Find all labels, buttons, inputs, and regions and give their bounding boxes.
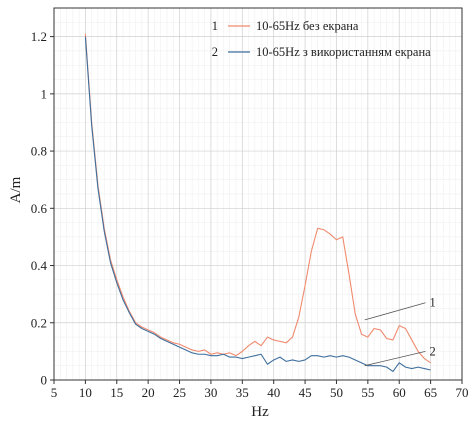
x-tick-label: 65 [424, 385, 437, 400]
series-layer [84, 33, 431, 372]
legend-index: 1 [212, 19, 218, 33]
y-tick-label: 0.8 [31, 144, 47, 159]
legend-entry: 10-65Hz з використанням екрана [256, 45, 431, 59]
grid [53, 7, 463, 381]
x-tick-label: 30 [204, 385, 217, 400]
x-tick-label: 20 [142, 385, 155, 400]
x-tick-label: 55 [361, 385, 374, 400]
x-axis-label: Hz [251, 404, 269, 420]
y-tick-label: 0.6 [31, 201, 48, 216]
x-tick-label: 25 [173, 385, 186, 400]
x-tick-label: 10 [79, 385, 92, 400]
legend-entry: 10-65Hz без екрана [256, 19, 359, 33]
series-line-2 [84, 36, 431, 372]
x-tick-label: 70 [456, 385, 469, 400]
y-tick-label: 0 [41, 373, 48, 388]
y-tick-label: 0.4 [31, 258, 48, 273]
x-tick-label: 35 [236, 385, 249, 400]
callout-line [364, 350, 426, 367]
axes [53, 7, 463, 381]
x-tick-label: 15 [110, 385, 123, 400]
plot-frame [53, 7, 463, 381]
x-tick-label: 40 [267, 385, 280, 400]
y-tick-label: 1.2 [31, 29, 47, 44]
series-line-1 [84, 33, 431, 364]
annotations: 12 [364, 296, 436, 367]
y-tick-label: 0.2 [31, 315, 47, 330]
x-tick-label: 50 [330, 385, 343, 400]
y-tick-label: 1 [41, 86, 48, 101]
legend-index: 2 [212, 45, 218, 59]
y-axis-label: A/m [8, 176, 24, 203]
callout-label: 2 [429, 344, 435, 358]
x-tick-label: 45 [299, 385, 312, 400]
x-tick-label: 60 [393, 385, 406, 400]
ticks: 5 10 15 20 25 30 35 40 45 50 55 60 65 70 0 0.2 0.4 0.6 0.8… [31, 29, 469, 400]
callout-label: 1 [429, 296, 435, 310]
x-tick-label: 5 [51, 385, 58, 400]
legend: 1 10-65Hz без екрана 2 10-65Hz з використан… [212, 19, 431, 59]
callout-line [364, 302, 426, 321]
